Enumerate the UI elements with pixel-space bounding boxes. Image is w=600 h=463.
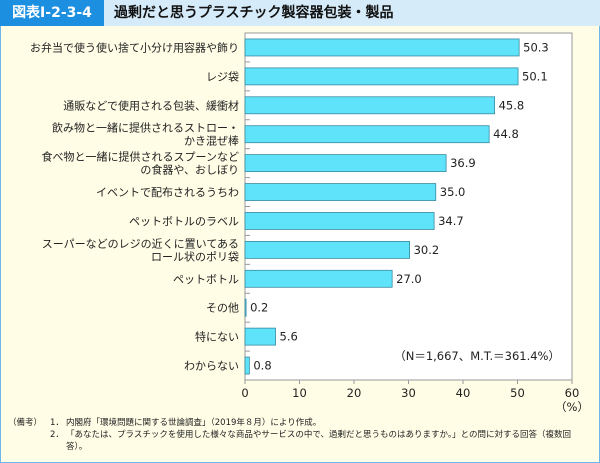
data-label: 0.8 bbox=[253, 359, 271, 373]
figure-number: 図表Ⅰ-2-3-4 bbox=[0, 0, 104, 26]
data-label: 34.7 bbox=[438, 214, 464, 228]
notes: （備考） 1． 内閣府「環境問題に関する世論調査」（2019年８月）により作成。 2… bbox=[8, 417, 586, 453]
category-label: かき混ぜ棒 bbox=[184, 134, 239, 148]
data-label: 30.2 bbox=[414, 243, 440, 257]
x-tick-label: 30 bbox=[401, 386, 416, 400]
bar bbox=[244, 298, 247, 317]
x-tick-label: 20 bbox=[347, 386, 362, 400]
category-label: ペットボトルのラベル bbox=[129, 215, 239, 228]
data-label: 36.9 bbox=[450, 156, 476, 170]
x-unit: （%） bbox=[555, 400, 589, 414]
bar bbox=[244, 240, 410, 259]
x-tick-label: 40 bbox=[456, 386, 471, 400]
bar bbox=[244, 154, 447, 173]
bar bbox=[244, 183, 437, 201]
bar bbox=[244, 125, 490, 144]
figure-header: 図表Ⅰ-2-3-4 過剰だと思うプラスチック製容器包装・製品 bbox=[0, 0, 600, 26]
data-label: 5.6 bbox=[280, 330, 298, 344]
category-label: ロール状のポリ袋 bbox=[151, 249, 239, 263]
category-label: ペットボトル bbox=[173, 273, 239, 286]
figure-title: 過剰だと思うプラスチック製容器包装・製品 bbox=[114, 5, 394, 21]
category-label: 食べ物と一緒に提供されるスプーンなど bbox=[42, 150, 239, 164]
bar bbox=[244, 327, 276, 346]
category-label: わからない bbox=[184, 360, 239, 373]
category-label: レジ袋 bbox=[206, 69, 239, 83]
data-label: 50.3 bbox=[523, 40, 549, 54]
bar bbox=[244, 67, 519, 86]
data-label: 27.0 bbox=[396, 272, 422, 286]
note-text: 内閣府「環境問題に関する世論調査」（2019年８月）により作成。 bbox=[66, 418, 322, 428]
data-label: 35.0 bbox=[440, 185, 466, 199]
notes-label: （備考） bbox=[8, 418, 43, 428]
category-label: その他 bbox=[206, 302, 239, 315]
x-tick-label: 0 bbox=[241, 386, 248, 400]
data-label: 0.2 bbox=[250, 301, 268, 315]
category-label: スーパーなどのレジの近くに置いてある bbox=[42, 237, 239, 250]
category-label: の食器や、おしぼり bbox=[140, 163, 239, 177]
x-tick-label: 60 bbox=[565, 386, 580, 400]
x-tick-label: 50 bbox=[510, 386, 525, 400]
note-text: 「あなたは、プラスチックを使用した様々な商品やサービスの中で、過剰だと思うものは… bbox=[66, 430, 571, 452]
data-label: 44.8 bbox=[493, 127, 519, 141]
bar bbox=[244, 269, 393, 288]
category-label: お弁当で使う使い捨て小分け用容器や飾り bbox=[30, 40, 239, 54]
data-label: 45.8 bbox=[499, 98, 525, 112]
bar bbox=[244, 356, 250, 375]
category-label: 特にない bbox=[195, 330, 239, 344]
annotation: （N＝1,667、M.T.＝361.4%） bbox=[394, 349, 560, 363]
bar bbox=[244, 38, 520, 57]
plot-area bbox=[244, 32, 573, 381]
bar bbox=[244, 212, 435, 230]
note-number: 2． bbox=[50, 430, 64, 440]
x-tick-label: 10 bbox=[292, 386, 307, 400]
bar bbox=[244, 96, 496, 115]
data-label: 50.1 bbox=[522, 69, 548, 83]
category-label: イベントで配布されるうちわ bbox=[96, 186, 239, 199]
category-label: 飲み物と一緒に提供されるストロー・ bbox=[52, 121, 239, 135]
note-number: 1． bbox=[50, 418, 64, 428]
category-label: 通販などで使用される包装、緩衝材 bbox=[63, 98, 239, 112]
